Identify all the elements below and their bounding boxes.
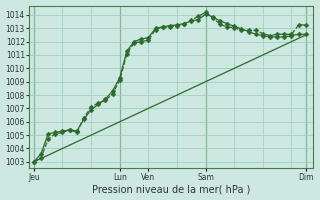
X-axis label: Pression niveau de la mer( hPa ): Pression niveau de la mer( hPa ) <box>92 184 250 194</box>
